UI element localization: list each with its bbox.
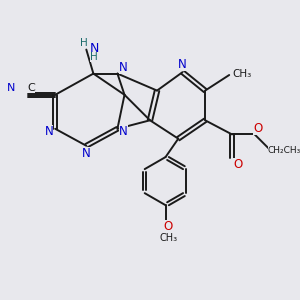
Text: CH₂CH₃: CH₂CH₃ xyxy=(268,146,300,155)
Text: N: N xyxy=(119,125,128,138)
Text: N: N xyxy=(45,125,53,138)
Text: N: N xyxy=(89,42,99,55)
Text: C: C xyxy=(27,83,35,93)
Text: CH₃: CH₃ xyxy=(232,69,252,79)
Text: O: O xyxy=(164,220,173,233)
Text: N: N xyxy=(178,58,187,71)
Text: H: H xyxy=(90,52,98,61)
Text: N: N xyxy=(119,61,128,74)
Text: N: N xyxy=(7,83,16,93)
Text: N: N xyxy=(82,147,91,160)
Text: O: O xyxy=(254,122,263,135)
Text: CH₃: CH₃ xyxy=(159,233,177,243)
Text: O: O xyxy=(233,158,242,171)
Text: H: H xyxy=(80,38,87,48)
